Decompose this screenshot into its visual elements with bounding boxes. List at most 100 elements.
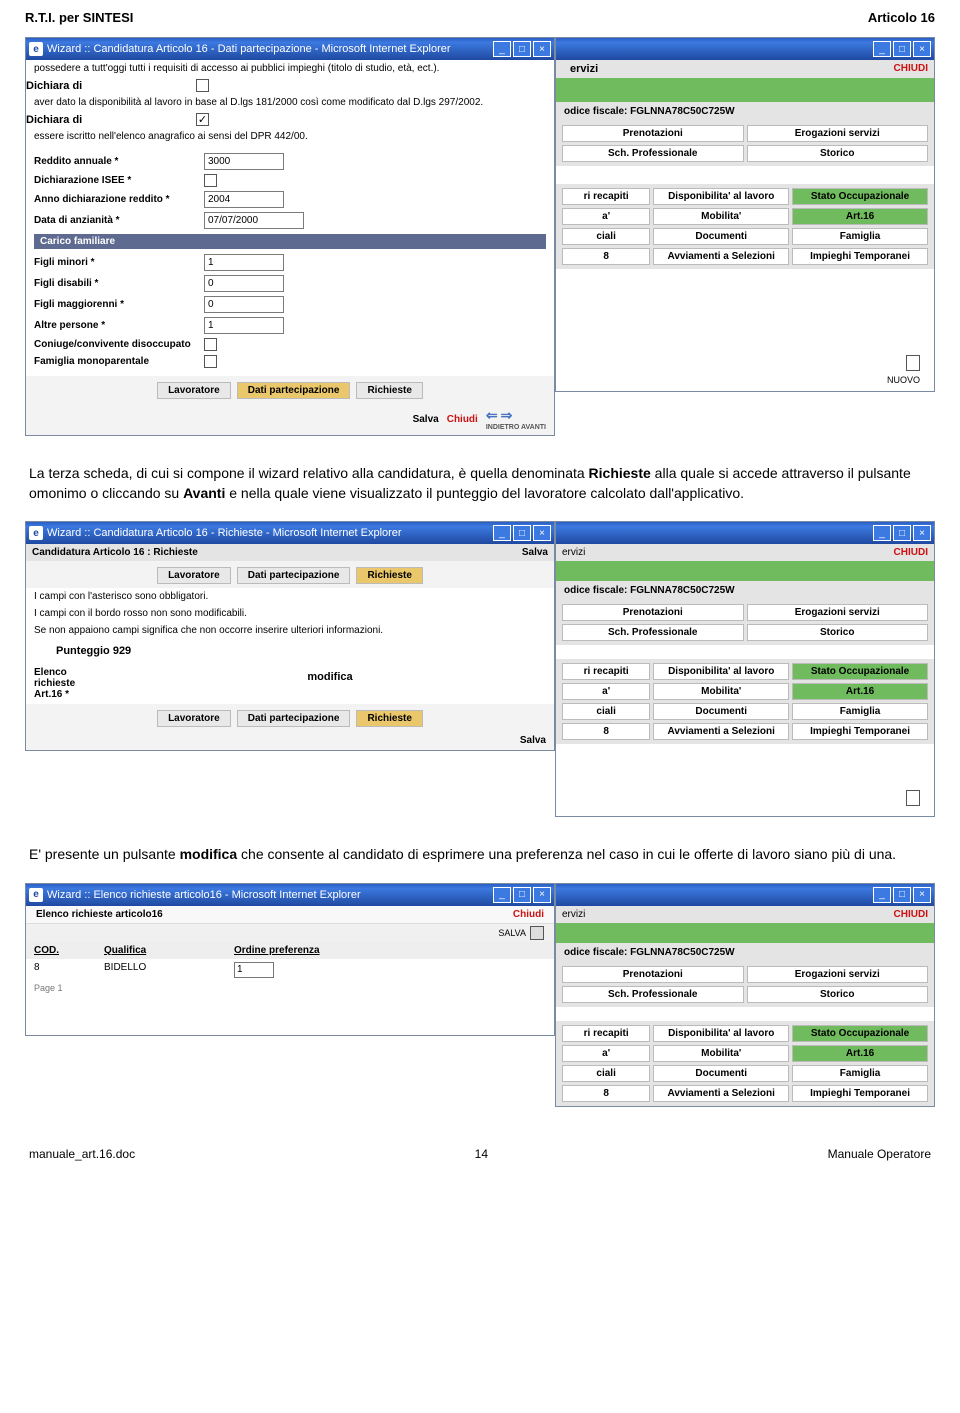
- avanti-icon[interactable]: ⇒: [501, 407, 513, 424]
- nav-recapiti[interactable]: ri recapiti: [562, 1025, 650, 1042]
- col-qualifica[interactable]: Qualifica: [104, 945, 224, 956]
- checkbox[interactable]: [204, 338, 217, 351]
- nav-art16[interactable]: Art.16: [792, 1045, 928, 1062]
- nav-famiglia[interactable]: Famiglia: [792, 703, 928, 720]
- chiudi-button[interactable]: Chiudi: [447, 414, 478, 425]
- checkbox[interactable]: ✓: [196, 113, 209, 126]
- tab-lavoratore[interactable]: Lavoratore: [157, 710, 231, 727]
- nav-avviamenti[interactable]: Avviamenti a Selezioni: [653, 723, 789, 740]
- tab-lavoratore[interactable]: Lavoratore: [157, 567, 231, 584]
- nav-8[interactable]: 8: [562, 723, 650, 740]
- nav-documenti[interactable]: Documenti: [653, 1065, 789, 1082]
- maximize-button[interactable]: □: [893, 887, 911, 903]
- nav-mobilita[interactable]: Mobilita': [653, 683, 789, 700]
- minimize-button[interactable]: _: [873, 887, 891, 903]
- nav-sch-professionale[interactable]: Sch. Professionale: [562, 624, 744, 641]
- tab-dati-partecipazione[interactable]: Dati partecipazione: [237, 710, 351, 727]
- figli-disabili-input[interactable]: [204, 275, 284, 292]
- minimize-button[interactable]: _: [873, 525, 891, 541]
- nav-recapiti[interactable]: ri recapiti: [562, 188, 650, 205]
- nav-sch-professionale[interactable]: Sch. Professionale: [562, 145, 744, 162]
- maximize-button[interactable]: □: [513, 41, 531, 57]
- nav-recapiti[interactable]: ri recapiti: [562, 663, 650, 680]
- nav-ciali[interactable]: ciali: [562, 703, 650, 720]
- nav-stato-occupazionale[interactable]: Stato Occupazionale: [792, 1025, 928, 1042]
- minimize-button[interactable]: _: [493, 41, 511, 57]
- chiudi-link[interactable]: CHIUDI: [894, 547, 928, 558]
- nav-avviamenti[interactable]: Avviamenti a Selezioni: [653, 1085, 789, 1102]
- maximize-button[interactable]: □: [513, 887, 531, 903]
- nav-disponibilita[interactable]: Disponibilita' al lavoro: [653, 663, 789, 680]
- nav-8[interactable]: 8: [562, 248, 650, 265]
- close-button[interactable]: ×: [533, 525, 551, 541]
- nav-prenotazioni[interactable]: Prenotazioni: [562, 125, 744, 142]
- close-button[interactable]: ×: [913, 887, 931, 903]
- nav-mobilita[interactable]: Mobilita': [653, 1045, 789, 1062]
- minimize-button[interactable]: _: [873, 41, 891, 57]
- minimize-button[interactable]: _: [493, 525, 511, 541]
- anno-input[interactable]: [204, 191, 284, 208]
- nav-famiglia[interactable]: Famiglia: [792, 1065, 928, 1082]
- close-button[interactable]: ×: [913, 525, 931, 541]
- chiudi-button[interactable]: Chiudi: [513, 909, 544, 920]
- tab-richieste[interactable]: Richieste: [356, 382, 422, 399]
- nav-stato-occupazionale[interactable]: Stato Occupazionale: [792, 188, 928, 205]
- nuovo-icon[interactable]: [906, 790, 920, 806]
- nav-stato-occupazionale[interactable]: Stato Occupazionale: [792, 663, 928, 680]
- nav-prenotazioni[interactable]: Prenotazioni: [562, 604, 744, 621]
- nav-erogazioni[interactable]: Erogazioni servizi: [747, 125, 929, 142]
- nav-ciali[interactable]: ciali: [562, 1065, 650, 1082]
- tab-dati-partecipazione[interactable]: Dati partecipazione: [237, 382, 351, 399]
- salva-button[interactable]: Salva: [520, 735, 546, 746]
- maximize-button[interactable]: □: [893, 525, 911, 541]
- modifica-button[interactable]: modifica: [106, 663, 554, 691]
- save-icon[interactable]: [530, 926, 544, 940]
- nav-a[interactable]: a': [562, 208, 650, 225]
- maximize-button[interactable]: □: [893, 41, 911, 57]
- col-ordine[interactable]: Ordine preferenza: [234, 945, 546, 956]
- nav-famiglia[interactable]: Famiglia: [792, 228, 928, 245]
- col-cod[interactable]: COD.: [34, 945, 94, 956]
- nav-storico[interactable]: Storico: [747, 145, 929, 162]
- checkbox[interactable]: [204, 174, 217, 187]
- ordine-input[interactable]: [234, 962, 274, 978]
- nav-a[interactable]: a': [562, 683, 650, 700]
- nav-storico[interactable]: Storico: [747, 624, 929, 641]
- nav-8[interactable]: 8: [562, 1085, 650, 1102]
- maximize-button[interactable]: □: [513, 525, 531, 541]
- figli-maggiorenni-input[interactable]: [204, 296, 284, 313]
- checkbox[interactable]: [204, 355, 217, 368]
- nav-ciali[interactable]: ciali: [562, 228, 650, 245]
- salva-button[interactable]: Salva: [413, 414, 439, 425]
- nav-art16[interactable]: Art.16: [792, 208, 928, 225]
- nav-erogazioni[interactable]: Erogazioni servizi: [747, 604, 929, 621]
- reddito-input[interactable]: [204, 153, 284, 170]
- altre-persone-input[interactable]: [204, 317, 284, 334]
- nav-documenti[interactable]: Documenti: [653, 703, 789, 720]
- nav-disponibilita[interactable]: Disponibilita' al lavoro: [653, 1025, 789, 1042]
- nav-mobilita[interactable]: Mobilita': [653, 208, 789, 225]
- close-button[interactable]: ×: [533, 887, 551, 903]
- checkbox[interactable]: [196, 79, 209, 92]
- tab-dati-partecipazione[interactable]: Dati partecipazione: [237, 567, 351, 584]
- chiudi-link[interactable]: CHIUDI: [894, 63, 928, 74]
- nav-storico[interactable]: Storico: [747, 986, 929, 1003]
- nuovo-icon[interactable]: [906, 355, 920, 371]
- nav-impieghi[interactable]: Impieghi Temporanei: [792, 723, 928, 740]
- nav-impieghi[interactable]: Impieghi Temporanei: [792, 1085, 928, 1102]
- nav-art16[interactable]: Art.16: [792, 683, 928, 700]
- nav-disponibilita[interactable]: Disponibilita' al lavoro: [653, 188, 789, 205]
- figli-minori-input[interactable]: [204, 254, 284, 271]
- nav-prenotazioni[interactable]: Prenotazioni: [562, 966, 744, 983]
- nav-impieghi[interactable]: Impieghi Temporanei: [792, 248, 928, 265]
- close-button[interactable]: ×: [913, 41, 931, 57]
- nav-avviamenti[interactable]: Avviamenti a Selezioni: [653, 248, 789, 265]
- nav-erogazioni[interactable]: Erogazioni servizi: [747, 966, 929, 983]
- nav-sch-professionale[interactable]: Sch. Professionale: [562, 986, 744, 1003]
- indietro-icon[interactable]: ⇐: [486, 407, 498, 424]
- tab-richieste[interactable]: Richieste: [356, 710, 422, 727]
- salva-button[interactable]: Salva: [522, 547, 548, 558]
- tab-richieste[interactable]: Richieste: [356, 567, 422, 584]
- anzianita-input[interactable]: [204, 212, 304, 229]
- chiudi-link[interactable]: CHIUDI: [894, 909, 928, 920]
